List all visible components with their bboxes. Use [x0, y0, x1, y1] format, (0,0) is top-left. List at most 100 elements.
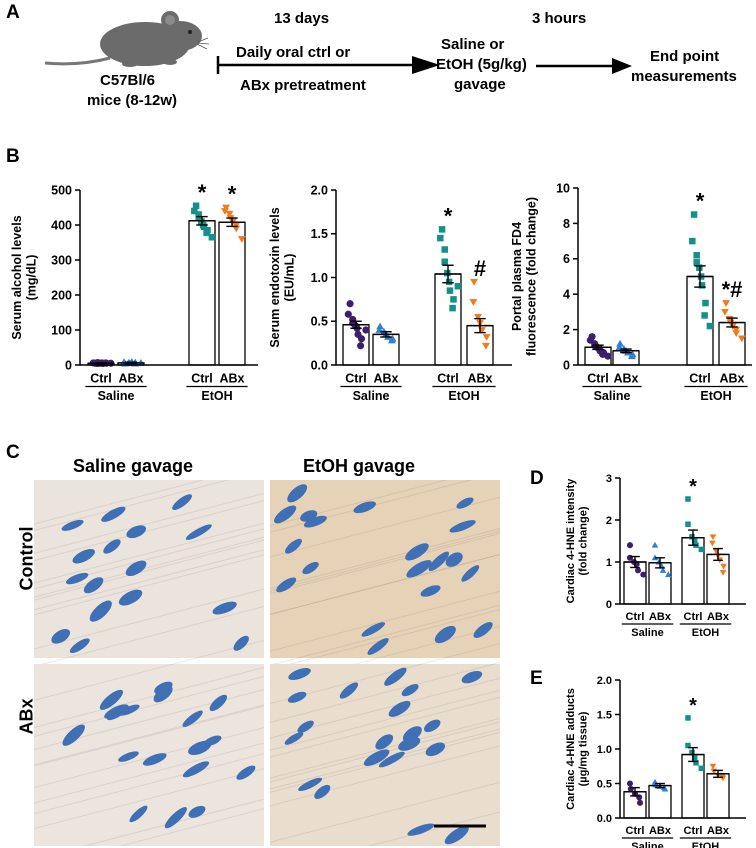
data-point [706, 322, 714, 330]
nucleus [107, 708, 126, 721]
nucleus [449, 520, 476, 533]
nucleus [314, 784, 331, 799]
data-point [636, 794, 643, 801]
nucleus [99, 689, 124, 710]
x-category-label: ABx [118, 372, 143, 386]
muscle-fiber-line [269, 530, 500, 592]
data-point [449, 304, 456, 312]
group-label: Saline [98, 389, 135, 403]
muscle-fiber-line [34, 539, 265, 601]
significance-label: * [198, 180, 207, 205]
data-point [732, 326, 741, 334]
nucleus [172, 494, 192, 510]
data-point [195, 214, 202, 222]
bar [623, 561, 647, 605]
bar [648, 562, 672, 605]
y-axis-label: Serum endotoxin levels(EU/mL) [268, 207, 296, 347]
nucleus [209, 694, 228, 712]
data-point [691, 754, 698, 761]
nucleus [407, 823, 435, 836]
muscle-fiber-line [269, 533, 500, 594]
data-point [221, 208, 229, 215]
y-axis-label-line: Serum alcohol levels [10, 215, 24, 339]
data-point [474, 313, 482, 321]
nucleus [153, 685, 173, 703]
data-point [616, 339, 624, 347]
nucleus [72, 548, 95, 564]
data-point [195, 211, 202, 218]
step1-arrow [216, 56, 440, 74]
muscle-fiber-line [34, 554, 265, 616]
data-point [376, 322, 384, 330]
x-category-label: Ctrl [684, 825, 703, 837]
nucleus [353, 501, 376, 514]
y-axis-label-line: Serum endotoxin levels [268, 207, 282, 347]
y-tick-label: 4 [563, 288, 570, 302]
step2-label-line3: gavage [454, 76, 506, 93]
nucleus [456, 497, 474, 509]
y-axis-label-line: Portal plasma FD4 [512, 222, 524, 331]
nucleus [361, 622, 386, 637]
muscle-fiber-line [269, 554, 500, 616]
data-point [720, 563, 727, 570]
data-point [346, 300, 354, 308]
nucleus [101, 506, 126, 522]
nucleus [129, 805, 148, 823]
significance-label: * [444, 203, 453, 228]
y-axis-label-line: (EU/mL) [283, 254, 297, 302]
y-tick-label: 8 [563, 217, 570, 231]
bar [686, 275, 714, 366]
histology-micrographs [34, 480, 500, 846]
nucleus [420, 585, 441, 597]
chart-cardiac-hne-adducts: Cardiac 4-HNE adducts(µg/mg tissue) 0.0 0.… [565, 675, 746, 848]
muscle-fiber-line [269, 728, 500, 790]
data-point [689, 534, 695, 540]
y-tick-label: 0 [606, 599, 612, 611]
y-tick-label: 1.5 [311, 227, 328, 241]
x-category-label: Ctrl [689, 372, 711, 386]
y-axis-label-line: fluorescence (fold change) [525, 197, 539, 356]
y-tick-label: 3 [606, 473, 612, 485]
group-label: Saline [353, 389, 390, 403]
muscle-fiber-line [34, 588, 265, 650]
nucleus [434, 625, 456, 644]
y-axis-label: Serum alcohol levels(mg/dL) [10, 215, 38, 339]
muscle-fiber-line [34, 522, 265, 584]
data-point [719, 570, 727, 576]
x-category-label: ABx [649, 825, 672, 837]
data-point [732, 330, 741, 338]
muscle-fiber-line [34, 753, 265, 815]
muscle-fiber-line [269, 590, 500, 652]
y-tick-label: 2 [563, 323, 570, 337]
muscle-fiber-line [269, 689, 500, 751]
muscle-fiber-line [269, 643, 500, 705]
muscle-fiber-line [269, 662, 500, 723]
data-point [640, 571, 647, 578]
nucleus [287, 484, 308, 503]
y-tick-label: 0.5 [311, 315, 328, 329]
data-point [237, 236, 246, 243]
chart-serum-alcohol: Serum alcohol levels(mg/dL) 0 100 200 300 400… [10, 180, 258, 403]
y-axis-label: Cardiac 4-HNE intensity(fold change) [565, 478, 590, 604]
data-point [191, 207, 198, 215]
x-category-label: Ctrl [587, 372, 609, 386]
significance-label: # [474, 256, 486, 281]
nucleus [398, 736, 421, 751]
muscle-fiber-line [34, 639, 265, 701]
y-tick-label: 300 [51, 253, 72, 267]
data-point [626, 780, 634, 787]
muscle-fiber-line [269, 745, 500, 807]
y-axis-label: Portal plasma FD4fluorescence (fold chan… [512, 197, 539, 356]
step1-label-line2: ABx pretreatment [240, 77, 366, 94]
panel-letter-d: D [530, 468, 544, 489]
nucleus [285, 538, 302, 554]
nucleus [125, 560, 147, 577]
muscle-fiber-line [34, 492, 265, 554]
nucleus [51, 629, 71, 644]
nucleus [203, 735, 222, 747]
y-tick-label: 2.0 [311, 183, 328, 197]
muscle-fiber-line [34, 549, 265, 611]
nucleus [402, 726, 422, 742]
data-point [698, 765, 705, 772]
chart-cardiac-hne-intensity: Cardiac 4-HNE intensity(fold change) 0 1 2 3… [565, 473, 746, 639]
